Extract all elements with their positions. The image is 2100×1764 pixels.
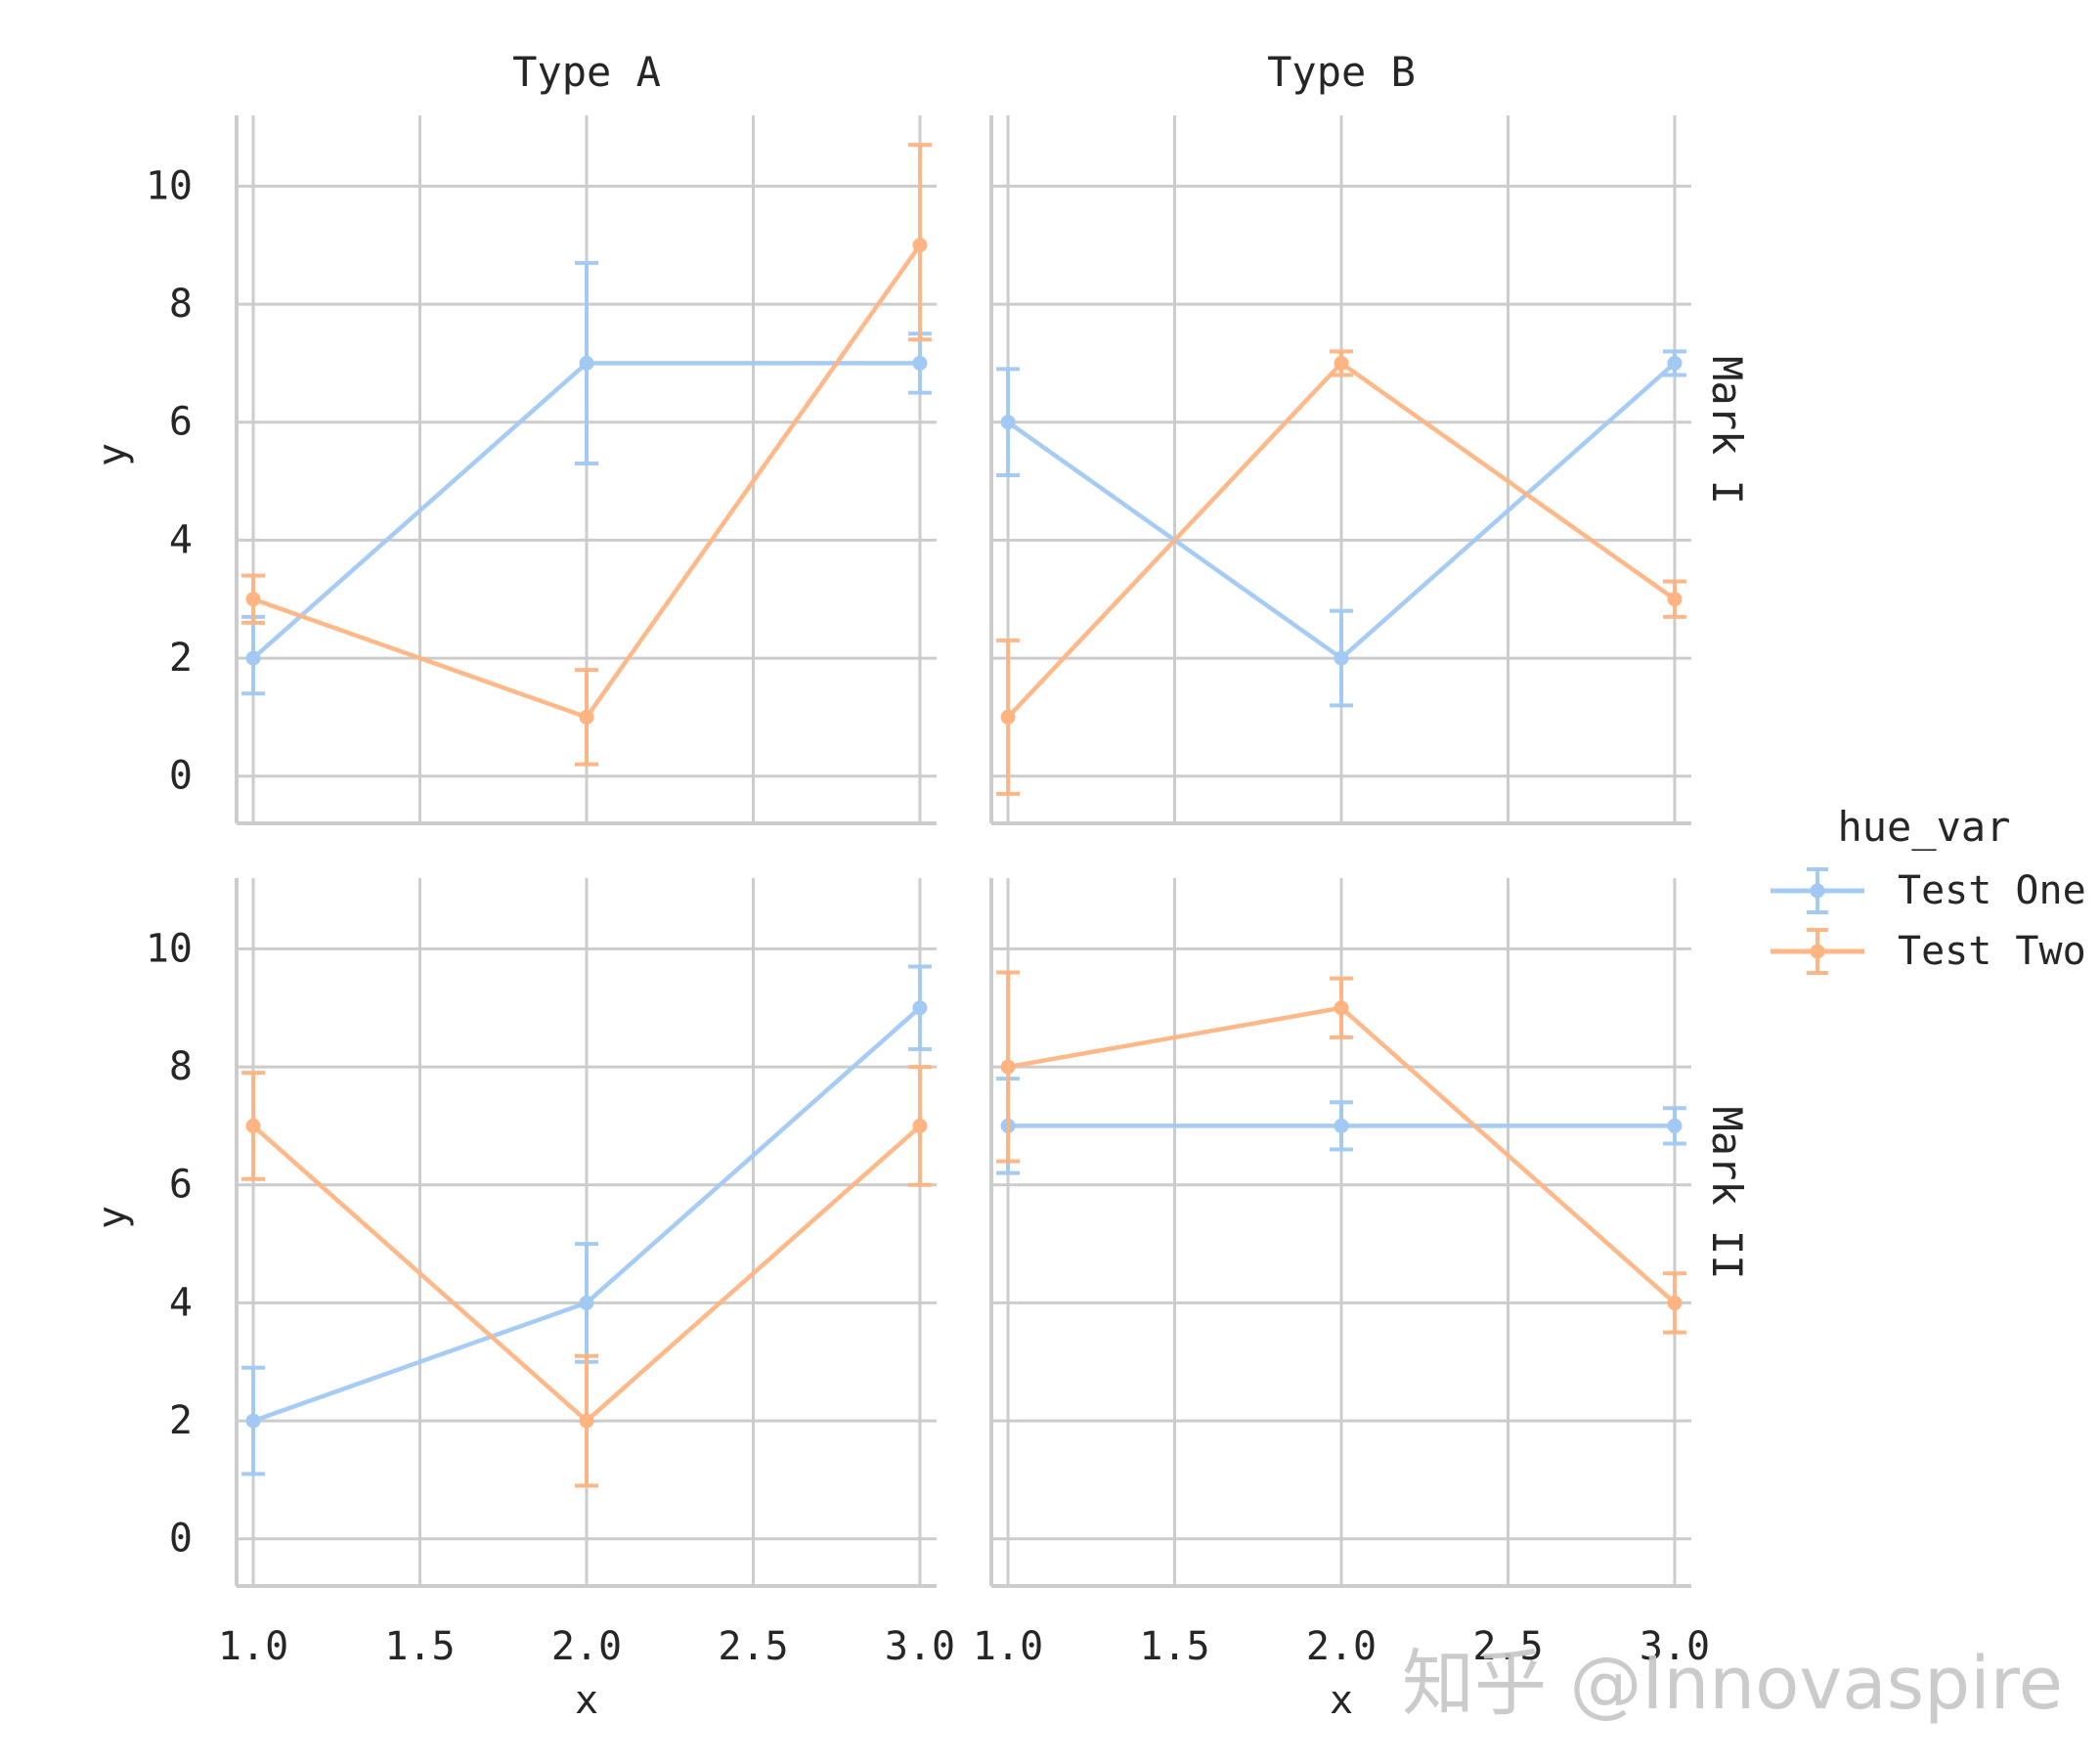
y-tick-label: 8 — [169, 1044, 193, 1089]
data-point — [1334, 1000, 1349, 1016]
data-point — [912, 1118, 928, 1133]
x-tick-label: 2.5 — [718, 1624, 788, 1669]
legend-marker — [1810, 883, 1825, 899]
y-tick-label: 6 — [169, 1163, 193, 1208]
panel-1: Type B Mark I — [989, 48, 1751, 825]
panel-3: 1.0 1.5 2.0 2.5 3.0 x Mark II — [973, 878, 1751, 1723]
y-tick-label: 4 — [169, 1280, 193, 1325]
y-tick-label: 6 — [169, 400, 193, 445]
y-tick-label: 2 — [169, 636, 193, 681]
x-tick-label: 2.5 — [1472, 1624, 1543, 1669]
series-1 — [241, 1065, 932, 1488]
legend-marker — [1810, 944, 1825, 959]
facet-column-title: Type A — [512, 48, 661, 96]
y-tick-label: 0 — [169, 754, 193, 799]
data-point — [1667, 592, 1683, 607]
x-tick-label: 3.0 — [885, 1624, 955, 1669]
legend-label: Test One — [1898, 868, 2086, 913]
data-point — [912, 355, 928, 371]
facet-row-title: Mark II — [1703, 1106, 1751, 1279]
y-tick-label: 8 — [169, 282, 193, 327]
y-tick-label: 10 — [146, 926, 193, 971]
y-axis-label: y — [90, 443, 135, 466]
panel-0: 0 2 4 6 8 10 y Type A — [90, 48, 937, 825]
data-point — [579, 709, 594, 725]
data-point — [245, 650, 261, 666]
watermark-text: 知乎 @Innovaspire — [1402, 1642, 2063, 1726]
data-point — [1334, 650, 1349, 666]
y-tick-label: 4 — [169, 517, 193, 562]
data-point — [1000, 415, 1016, 430]
x-tick-label: 2.0 — [551, 1624, 622, 1669]
data-point — [1000, 709, 1016, 725]
legend-label: Test Two — [1898, 929, 2086, 974]
series-0 — [996, 1077, 1686, 1175]
data-point — [245, 1413, 261, 1429]
legend: hue_var Test One Test Two — [1771, 803, 2086, 975]
legend-title: hue_var — [1837, 803, 2010, 851]
y-axis-label: y — [90, 1206, 135, 1229]
facet-column-title: Type B — [1267, 48, 1416, 96]
data-point — [579, 1413, 594, 1429]
series-1 — [996, 970, 1686, 1335]
data-point — [245, 1118, 261, 1133]
facet-row-title: Mark I — [1703, 356, 1751, 505]
x-tick-label: 2.0 — [1306, 1624, 1377, 1669]
data-point — [579, 355, 594, 371]
data-point — [1667, 1295, 1683, 1310]
series-0 — [241, 260, 932, 696]
y-tick-label: 2 — [169, 1398, 193, 1443]
x-axis-label: x — [1330, 1678, 1353, 1723]
data-point — [579, 1295, 594, 1310]
panel-2: 0 2 4 6 8 10 y 1.0 1.5 2.0 2.5 3.0 x — [90, 878, 955, 1723]
data-point — [1000, 1059, 1016, 1075]
x-tick-label: 1.5 — [384, 1624, 455, 1669]
x-tick-label: 1.0 — [218, 1624, 288, 1669]
data-point — [1667, 1118, 1683, 1133]
x-tick-label: 3.0 — [1640, 1624, 1710, 1669]
data-point — [1667, 355, 1683, 371]
panels-layer: 0 2 4 6 8 10 y Type A Type B Mark I 0 2 4 6 8 10 y 1.0 1.5… — [90, 48, 1751, 1723]
series-1 — [241, 143, 932, 767]
series-0 — [996, 349, 1686, 708]
x-tick-label: 1.0 — [973, 1624, 1043, 1669]
series-0 — [241, 964, 932, 1477]
y-tick-label: 0 — [169, 1517, 193, 1562]
data-point — [912, 238, 928, 253]
x-tick-label: 1.5 — [1139, 1624, 1209, 1669]
y-tick-label: 10 — [146, 163, 193, 208]
data-point — [1334, 355, 1349, 371]
data-point — [912, 1000, 928, 1016]
series-1 — [996, 349, 1686, 796]
data-point — [1334, 1118, 1349, 1133]
data-point — [245, 592, 261, 607]
x-axis-label: x — [575, 1678, 598, 1723]
